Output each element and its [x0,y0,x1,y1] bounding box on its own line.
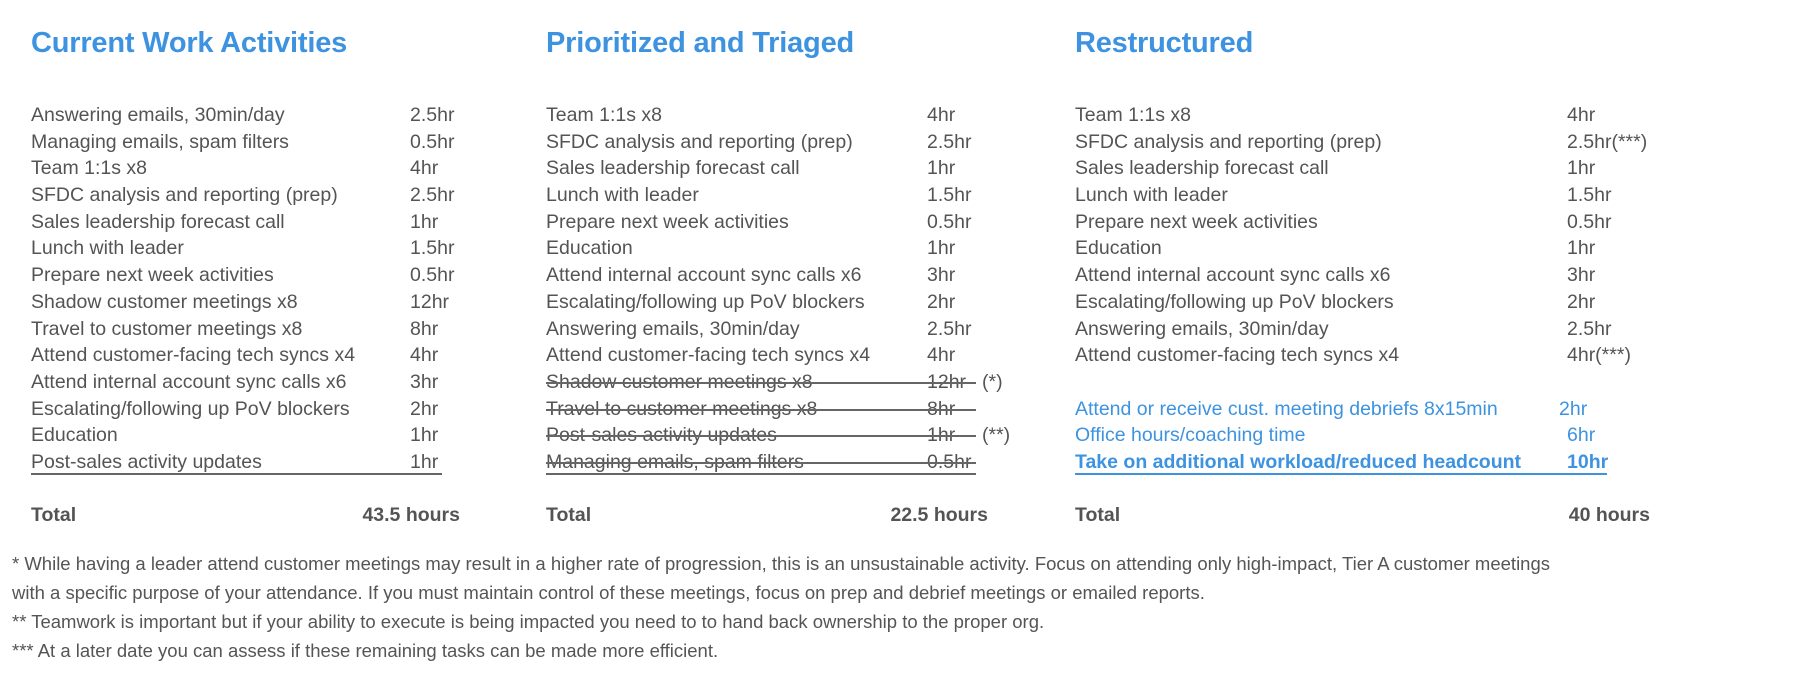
footnote-marker: (*) [982,370,1003,393]
activity-hours: 8hr [410,317,439,340]
activity-hours: 4hr [927,104,956,126]
activity-hours: 2.5hr [1567,317,1612,340]
activity-label: Shadow customer meetings x8 [31,290,298,313]
footnote: *** At a later date you can assess if th… [12,640,719,661]
strikethrough-line [546,435,976,438]
activity-hours: 3hr [410,370,439,393]
column-title: Prioritized and Triaged [546,27,855,59]
footnote-marker: (**) [982,424,1011,447]
strikethrough-line [546,381,976,384]
activity-label: Education [546,237,633,260]
activity-label: Escalating/following up PoV blockers [1075,290,1394,313]
activity-hours: 1.5hr [1567,184,1612,207]
activity-label: Attend customer-facing tech syncs x4 [546,344,871,367]
activity-hours: 2.5hr(***) [1567,130,1648,153]
activity-label: Office hours/coaching time [1075,424,1306,447]
activity-hours: 2.5hr [410,104,455,126]
activity-label: Sales leadership forecast call [1075,157,1329,180]
activity-hours: 6hr [1567,424,1596,447]
activity-hours: 2hr [1559,397,1588,420]
activity-label: Take on additional workload/reduced head… [1075,450,1522,473]
activity-label: Post-sales activity updates [31,450,262,473]
activity-hours: 3hr [927,264,956,287]
activity-label: SFDC analysis and reporting (prep) [31,184,338,207]
activity-label: Lunch with leader [31,237,184,260]
activity-hours: 4hr [927,344,956,367]
total-label: Total [546,504,592,527]
activity-label: Education [31,424,118,447]
activity-hours: 0.5hr [410,130,455,153]
underline [1075,472,1607,475]
activity-hours: 1hr [927,237,956,260]
activity-label: SFDC analysis and reporting (prep) [1075,130,1382,153]
activity-label: Answering emails, 30min/day [31,104,285,126]
activity-hours: 2hr [1567,290,1596,313]
footnote: ** Teamwork is important but if your abi… [12,611,1045,632]
activity-label: Managing emails, spam filters [31,130,289,153]
activity-label: Attend or receive cust. meeting debriefs… [1075,397,1498,420]
activity-hours: 1hr [1567,237,1596,260]
activity-label: Team 1:1s x8 [31,157,147,180]
activity-label: Answering emails, 30min/day [1075,317,1329,340]
footnote: * While having a leader attend customer … [12,553,1551,574]
activity-label: Prepare next week activities [546,210,789,233]
activity-hours: 2.5hr [927,317,972,340]
activity-hours: 2hr [410,397,439,420]
strikethrough-line [546,408,976,411]
activity-hours: 4hr(***) [1567,344,1631,367]
underline [546,472,976,475]
total-hours: 43.5 hours [362,504,460,527]
activity-label: Attend customer-facing tech syncs x4 [1075,344,1400,367]
activity-label: Sales leadership forecast call [546,157,800,180]
activity-label: Attend internal account sync calls x6 [1075,264,1391,287]
activity-hours: 1hr [410,450,439,473]
activity-hours: 1hr [410,210,439,233]
activity-hours: 2.5hr [410,184,455,207]
footnote: with a specific purpose of your attendan… [12,582,1205,603]
total-hours: 22.5 hours [890,504,988,527]
activity-label: Attend internal account sync calls x6 [546,264,862,287]
strikethrough-line [546,461,976,464]
activity-hours: 3hr [1567,264,1596,287]
activity-label: Prepare next week activities [1075,210,1318,233]
activity-label: Attend customer-facing tech syncs x4 [31,344,356,367]
activity-hours: 0.5hr [410,264,455,287]
activity-hours: 4hr [410,344,439,367]
activity-hours: 4hr [410,157,439,180]
activity-label: Lunch with leader [1075,184,1228,207]
activity-hours: 1hr [927,157,956,180]
activity-label: Escalating/following up PoV blockers [546,290,865,313]
activity-label: Team 1:1s x8 [1075,104,1191,126]
activity-label: Answering emails, 30min/day [546,317,800,340]
activity-hours: 2hr [927,290,956,313]
total-label: Total [31,504,77,527]
activity-label: Team 1:1s x8 [546,104,662,126]
activity-hours: 1.5hr [927,184,972,207]
activity-hours: 12hr [410,290,450,313]
column-title: Restructured [1075,27,1254,59]
activity-hours: 4hr [1567,104,1596,126]
underline [31,472,442,475]
total-label: Total [1075,504,1121,527]
activity-label: Sales leadership forecast call [31,210,285,233]
activity-label: Travel to customer meetings x8 [31,317,303,340]
activity-hours: 2.5hr [927,130,972,153]
activity-hours: 0.5hr [927,210,972,233]
activity-hours: 0.5hr [1567,210,1612,233]
column-title: Current Work Activities [31,27,348,59]
activity-hours: 10hr [1567,450,1609,473]
activity-label: Prepare next week activities [31,264,274,287]
activity-hours: 1hr [1567,157,1596,180]
activity-hours: 1.5hr [410,237,455,260]
total-hours: 40 hours [1568,504,1650,527]
activity-label: Lunch with leader [546,184,699,207]
activity-hours: 1hr [410,424,439,447]
activity-label: Education [1075,237,1162,260]
activity-label: Attend internal account sync calls x6 [31,370,347,393]
activity-label: Escalating/following up PoV blockers [31,397,350,420]
activity-label: SFDC analysis and reporting (prep) [546,130,853,153]
